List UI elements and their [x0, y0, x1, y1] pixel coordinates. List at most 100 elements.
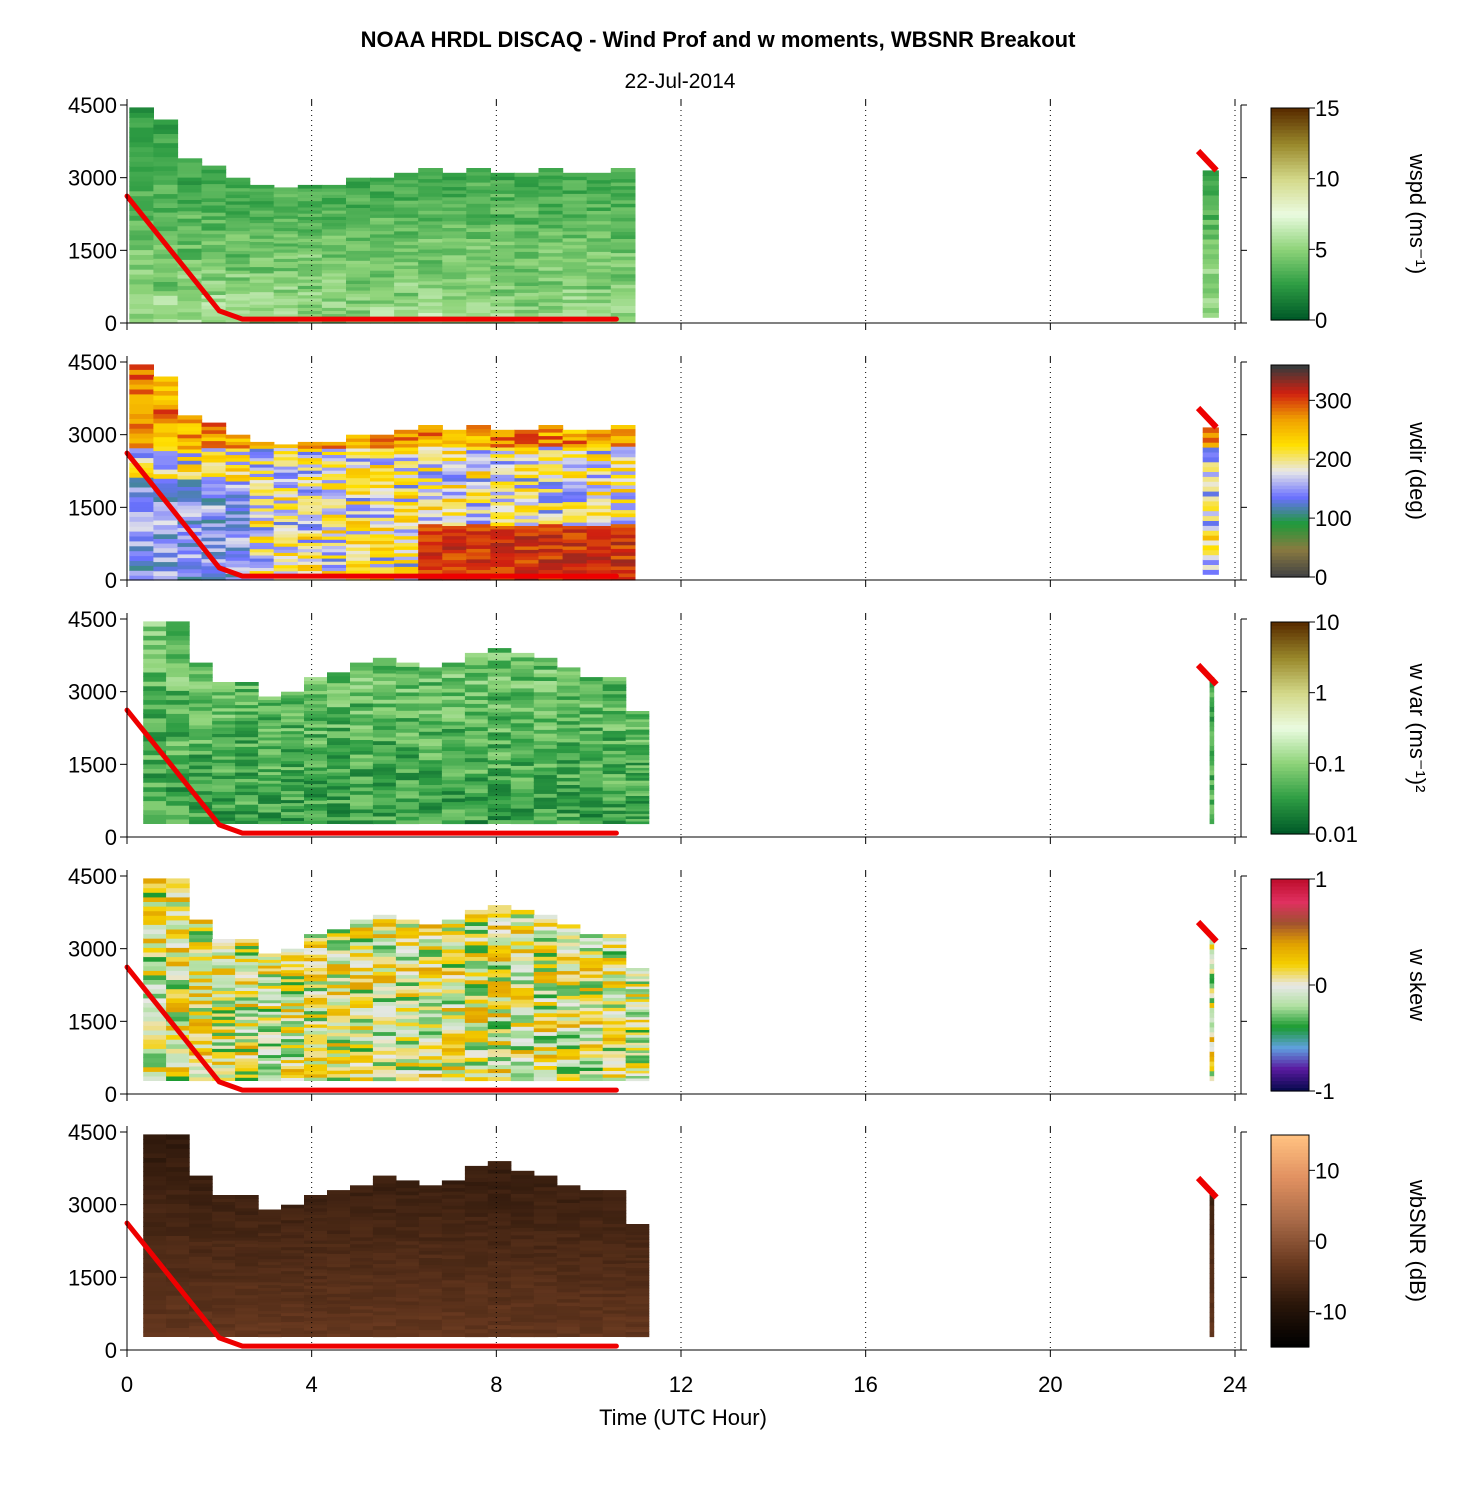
wdir-cell: [514, 532, 540, 537]
wvar-cell: [189, 710, 213, 715]
wdir-cell: [610, 456, 636, 461]
wdir-cell: [538, 432, 564, 437]
wspd-cell: [153, 225, 179, 232]
wdir-cell: [321, 504, 347, 509]
wvar-cell: [579, 753, 604, 758]
wspd-cell: [466, 238, 491, 243]
wdir-cell: [562, 569, 588, 574]
wdir-y-tick-label: 3000: [68, 423, 117, 448]
wvar-cell: [533, 680, 558, 685]
wskew-cell: [143, 1071, 167, 1077]
wdir-cell: [297, 479, 323, 484]
wvar-cell: [281, 751, 305, 756]
wskew-cell: [372, 1027, 397, 1033]
wbsnr-cell: [304, 1227, 328, 1231]
wskew-cell: [625, 970, 650, 974]
wskew-cell: [556, 938, 581, 943]
wskew-cell: [533, 1076, 558, 1082]
wbsnr-cell: [304, 1230, 328, 1235]
wspd-cell: [249, 291, 275, 296]
wvar-cell: [510, 749, 535, 755]
wvar-cell: [372, 710, 397, 715]
wdir-cell: [346, 461, 371, 465]
wdir-cell: [249, 551, 275, 556]
wskew-cell: [602, 1020, 627, 1025]
wdir-colorbar-swatch: [1271, 502, 1309, 507]
wspd-cell: [346, 313, 371, 317]
wdir-cell: [466, 484, 491, 489]
wspd-cell: [177, 311, 203, 317]
wdir-cell: [466, 463, 491, 468]
wspd-cell: [394, 227, 419, 232]
wdir-cell: [370, 484, 395, 489]
wskew-cell: [143, 988, 167, 994]
wskew-cell: [464, 960, 489, 965]
wvar-late-cell: [1209, 789, 1215, 795]
wskew-cell: [281, 1062, 305, 1067]
wspd-cell: [442, 179, 467, 184]
wdir-cell: [442, 474, 467, 479]
wdir-cell: [129, 511, 154, 517]
wskew-cell: [510, 995, 535, 1000]
wvar-cell: [464, 711, 489, 716]
wdir-cell: [129, 540, 154, 547]
wbsnr-cell: [350, 1281, 374, 1286]
wspd-cell: [442, 265, 467, 269]
wvar-cell: [189, 684, 213, 689]
wvar-cell: [418, 741, 443, 746]
wskew-colorbar-swatch: [1271, 985, 1309, 990]
wspd-cell: [201, 222, 227, 227]
wskew-cell: [258, 1068, 282, 1073]
wvar-cell: [143, 786, 167, 792]
wspd-cell: [442, 295, 467, 300]
wspd-cell: [490, 295, 516, 300]
wvar-cell: [258, 780, 282, 784]
wvar-cell: [372, 687, 397, 693]
wvar-cell: [625, 713, 650, 717]
wvar-cell: [304, 733, 328, 738]
wskew-cell: [395, 1047, 420, 1052]
wbsnr-cell: [212, 1330, 236, 1334]
wdir-cell: [177, 565, 203, 570]
wspd-cell: [490, 186, 516, 191]
wspd-cell: [442, 292, 467, 297]
wspd-cell: [562, 234, 588, 239]
wskew-cell: [464, 921, 489, 926]
wbsnr-cell: [304, 1256, 328, 1260]
wdir-cell: [201, 458, 227, 463]
wbsnr-cell: [258, 1307, 282, 1312]
wskew-cell: [487, 976, 512, 982]
wvar-colorbar-tick-label: 0.01: [1315, 822, 1358, 847]
wbsnr-cell: [258, 1313, 282, 1317]
wdir-cell: [225, 441, 251, 446]
wdir-cell: [562, 501, 588, 506]
wvar-cell: [212, 739, 236, 744]
wvar-cell: [350, 669, 374, 675]
wbsnr-cell: [350, 1267, 374, 1272]
wdir-cell: [466, 520, 491, 525]
wbsnr-cell: [395, 1269, 420, 1274]
wbsnr-cell: [189, 1281, 213, 1286]
wskew-cell: [304, 954, 328, 958]
wbsnr-cell: [281, 1246, 305, 1251]
wspd-cell: [586, 254, 612, 259]
wskew-cell: [441, 1029, 466, 1034]
wspd-cell: [249, 225, 275, 230]
wspd-cell: [346, 227, 371, 232]
wspd-cell: [370, 247, 395, 251]
wspd-late-cell: [1202, 190, 1219, 196]
wdir-cell: [297, 536, 323, 540]
wspd-cell: [249, 313, 275, 318]
wskew-cell: [487, 913, 512, 918]
wskew-cell: [556, 959, 581, 964]
wdir-cell: [418, 555, 443, 560]
wvar-cell: [464, 652, 489, 658]
wbsnr-cell: [143, 1249, 167, 1255]
wdir-cell: [177, 434, 203, 439]
wdir-cell: [466, 527, 491, 532]
wbsnr-cell: [327, 1220, 351, 1224]
wskew-cell: [258, 1071, 282, 1076]
wvar-cell: [579, 793, 604, 798]
wdir-cell: [490, 467, 516, 472]
wspd-cell: [466, 171, 491, 176]
